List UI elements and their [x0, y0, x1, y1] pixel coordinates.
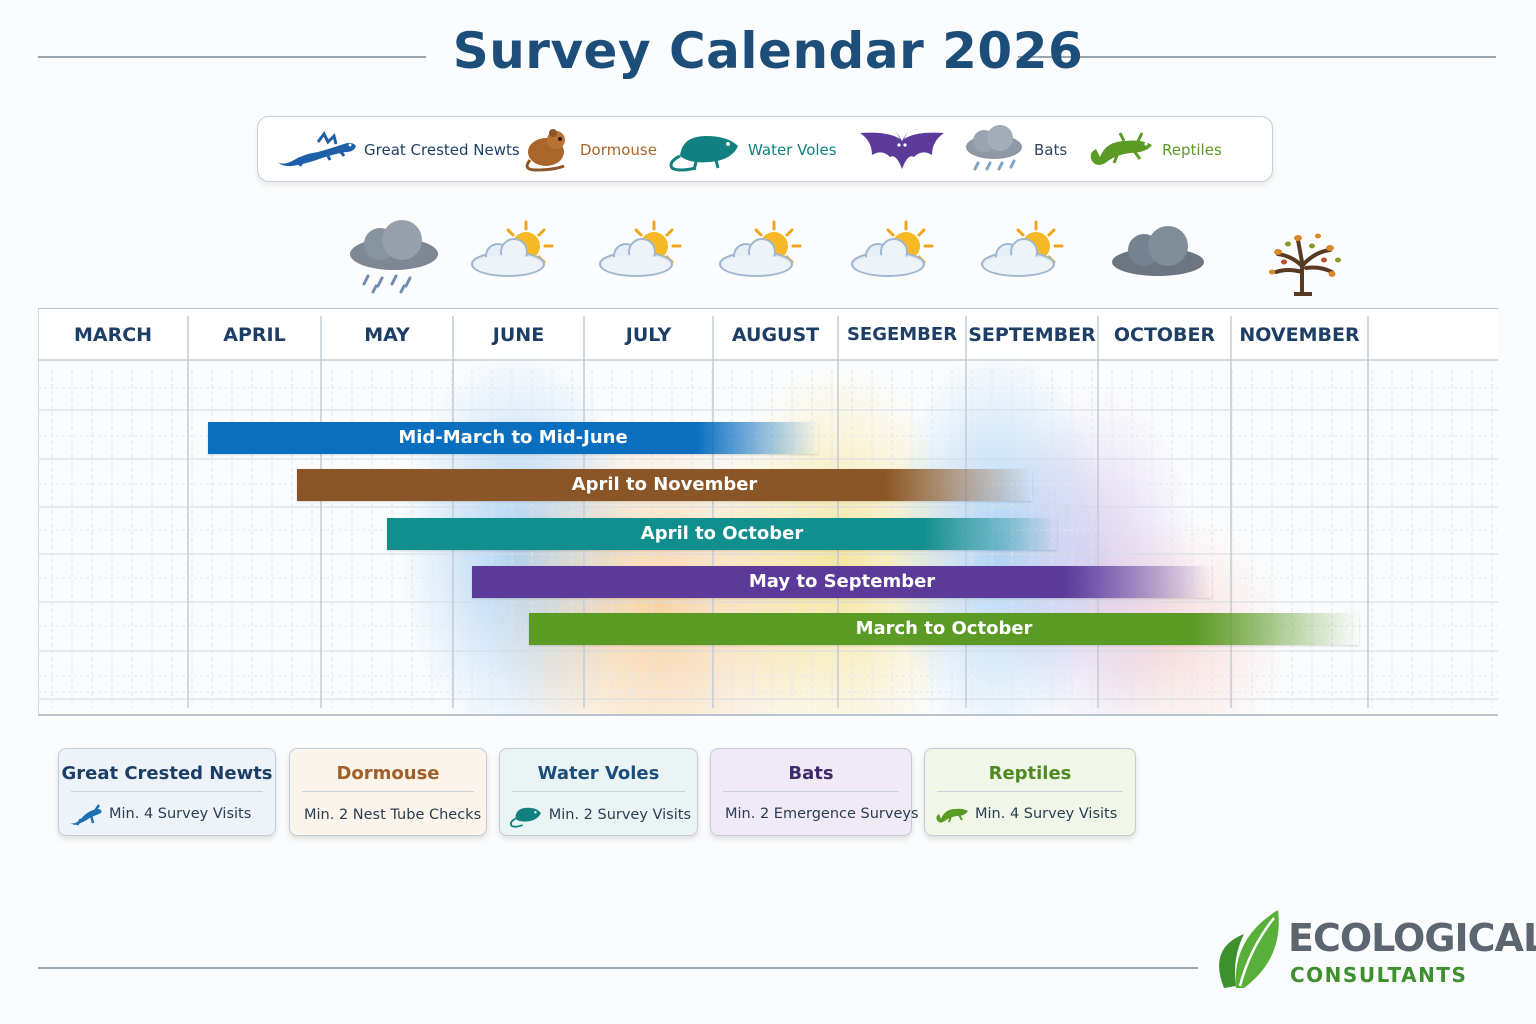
legend-item-newts: Great Crested Newts: [274, 117, 520, 183]
grey-cloud-icon: [1112, 226, 1204, 276]
month-header-band: [38, 308, 1498, 360]
species-legend: Great Crested Newts Dormouse Water Voles: [257, 116, 1273, 182]
card-body: Min. 2 Survey Visits: [508, 801, 691, 829]
legend-label: Great Crested Newts: [364, 141, 520, 159]
brand-logo: ECOLOGICAL CONSULTANTS: [1214, 908, 1536, 998]
newt-icon: [69, 804, 102, 826]
card-title: Water Voles: [537, 763, 660, 784]
newt-icon: [278, 131, 356, 167]
card-text: Min. 4 Survey Visits: [975, 806, 1118, 822]
card-title: Reptiles: [988, 763, 1072, 784]
card-bats: Bats Min. 2 Emergence Surveys: [710, 748, 919, 836]
card-divider: [723, 791, 899, 792]
leaf-logo-icon: [1219, 910, 1279, 988]
legend-label: Dormouse: [580, 141, 657, 159]
card-title: Great Crested Newts: [61, 763, 273, 784]
partly-sunny-icon: [719, 220, 802, 277]
legend-item-bat: [856, 117, 948, 183]
legend-label: Water Voles: [748, 141, 837, 159]
card-title: Bats: [788, 763, 834, 784]
card-text: Min. 2 Nest Tube Checks: [304, 807, 482, 823]
partly-sunny-icon: [471, 220, 554, 277]
lizard-icon: [1090, 132, 1152, 165]
bat-icon: [860, 131, 944, 169]
card-title: Dormouse: [336, 763, 440, 784]
grid-lines: [38, 308, 1498, 716]
partly-sunny-icon: [981, 220, 1064, 277]
title-rule-right: [1018, 56, 1496, 58]
survey-bar-4: March to October: [529, 613, 1359, 645]
legend-label: Bats: [1034, 141, 1068, 159]
footer-rule: [38, 967, 1198, 969]
card-body: Min. 2 Nest Tube Checks: [298, 801, 482, 829]
legend-label: Reptiles: [1162, 141, 1222, 159]
card-divider: [937, 791, 1123, 792]
survey-bar-2: April to October: [387, 518, 1057, 550]
month-june: JUNE: [492, 324, 545, 346]
card-body: Min. 4 Survey Visits: [67, 801, 269, 827]
month-may: MAY: [364, 324, 410, 346]
card-text: Min. 2 Survey Visits: [548, 807, 691, 823]
lizard-icon: [936, 808, 968, 823]
month-july: JULY: [625, 324, 672, 346]
card-body: Min. 2 Emergence Surveys: [719, 801, 919, 827]
legend-item-water-voles: Water Voles: [666, 117, 837, 183]
legend-item-dormouse: Dormouse: [520, 117, 657, 183]
autumn-tree-icon: [1269, 233, 1341, 296]
survey-bar-1: April to November: [297, 469, 1032, 501]
card-reptiles: Reptiles Min. 4 Survey Visits: [924, 748, 1136, 836]
partly-sunny-icon: [599, 220, 682, 277]
survey-bar-3: May to September: [472, 566, 1212, 598]
legend-item-reptiles: Reptiles: [1084, 117, 1222, 183]
month-september: SEPTEMBER: [968, 324, 1096, 346]
card-text: Min. 2 Emergence Surveys: [725, 806, 919, 822]
title-rule-left: [38, 56, 426, 58]
card-divider: [302, 791, 474, 792]
month-november: NOVEMBER: [1239, 324, 1360, 346]
month-october: OCTOBER: [1113, 324, 1216, 346]
brand-name: ECOLOGICAL: [1288, 916, 1536, 960]
month-segember: SEGEMBER: [846, 324, 958, 345]
calendar-grid: MARCH APRIL MAY JUNE JULY AUGUST SEGEMBER SEPTE…: [38, 308, 1498, 716]
dormouse-icon: [525, 129, 565, 172]
card-text: Min. 4 Survey Visits: [109, 806, 252, 822]
card-dormouse: Dormouse Min. 2 Nest Tube Checks: [289, 748, 487, 836]
legend-item-bats: Bats: [960, 117, 1067, 183]
card-great-crested-newts: Great Crested Newts Min. 4 Survey Visits: [58, 748, 276, 836]
water-vole-icon: [669, 136, 738, 172]
card-divider: [71, 791, 263, 792]
rain-cloud-icon: [350, 220, 438, 294]
month-march: MARCH: [73, 324, 153, 346]
survey-bar-0: Mid-March to Mid-June: [208, 422, 818, 454]
card-water-voles: Water Voles Min. 2 Survey Visits: [499, 748, 698, 836]
month-august: AUGUST: [731, 324, 820, 346]
month-april: APRIL: [223, 324, 286, 346]
card-divider: [512, 791, 685, 792]
partly-sunny-icon: [851, 220, 934, 277]
page-title: Survey Calendar 2026: [452, 22, 1084, 80]
brand-tagline: CONSULTANTS: [1290, 963, 1468, 987]
rain-cloud-icon: [966, 125, 1022, 171]
water-vole-icon: [509, 807, 541, 828]
card-body: Min. 4 Survey Visits: [933, 801, 1129, 827]
